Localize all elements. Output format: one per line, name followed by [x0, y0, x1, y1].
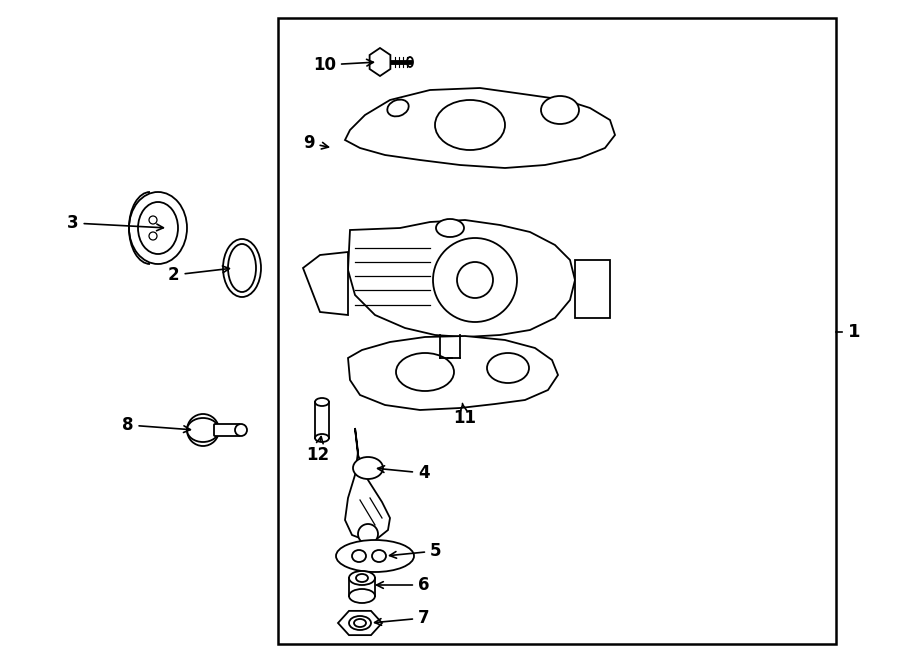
Text: 5: 5: [390, 542, 442, 560]
Polygon shape: [370, 48, 391, 76]
Text: 3: 3: [67, 214, 164, 232]
Ellipse shape: [223, 239, 261, 297]
Ellipse shape: [349, 616, 371, 630]
Text: 6: 6: [376, 576, 429, 594]
Ellipse shape: [349, 589, 375, 603]
Ellipse shape: [396, 353, 454, 391]
Text: 10: 10: [313, 56, 374, 74]
Polygon shape: [345, 88, 615, 168]
Circle shape: [358, 524, 378, 544]
Ellipse shape: [435, 100, 505, 150]
Circle shape: [457, 262, 493, 298]
Circle shape: [149, 216, 157, 224]
Text: 12: 12: [306, 436, 329, 464]
Ellipse shape: [356, 574, 368, 582]
Ellipse shape: [315, 434, 329, 442]
Ellipse shape: [387, 100, 409, 116]
Ellipse shape: [129, 192, 187, 264]
Circle shape: [187, 414, 219, 446]
Ellipse shape: [487, 353, 529, 383]
FancyBboxPatch shape: [214, 424, 240, 436]
Circle shape: [433, 238, 517, 322]
Text: 1: 1: [848, 323, 860, 341]
Ellipse shape: [353, 457, 383, 479]
Polygon shape: [303, 252, 348, 315]
Text: 8: 8: [122, 416, 191, 434]
Ellipse shape: [354, 619, 366, 627]
Ellipse shape: [228, 244, 256, 292]
Ellipse shape: [436, 219, 464, 237]
Ellipse shape: [352, 550, 366, 562]
Text: 7: 7: [374, 609, 429, 627]
Ellipse shape: [407, 57, 413, 67]
Text: 9: 9: [303, 134, 328, 152]
Ellipse shape: [349, 571, 375, 585]
Bar: [278, 18, 836, 644]
Polygon shape: [575, 260, 610, 318]
Text: 2: 2: [168, 266, 230, 284]
Ellipse shape: [372, 550, 386, 562]
Polygon shape: [348, 220, 575, 337]
Ellipse shape: [138, 202, 178, 254]
Ellipse shape: [235, 424, 247, 436]
Ellipse shape: [315, 398, 329, 406]
Polygon shape: [345, 428, 390, 540]
Text: 4: 4: [378, 464, 429, 482]
Circle shape: [149, 232, 157, 240]
Polygon shape: [338, 611, 382, 635]
Polygon shape: [348, 336, 558, 410]
Ellipse shape: [336, 540, 414, 572]
Ellipse shape: [187, 418, 219, 442]
Text: 11: 11: [453, 403, 476, 427]
Ellipse shape: [541, 96, 579, 124]
